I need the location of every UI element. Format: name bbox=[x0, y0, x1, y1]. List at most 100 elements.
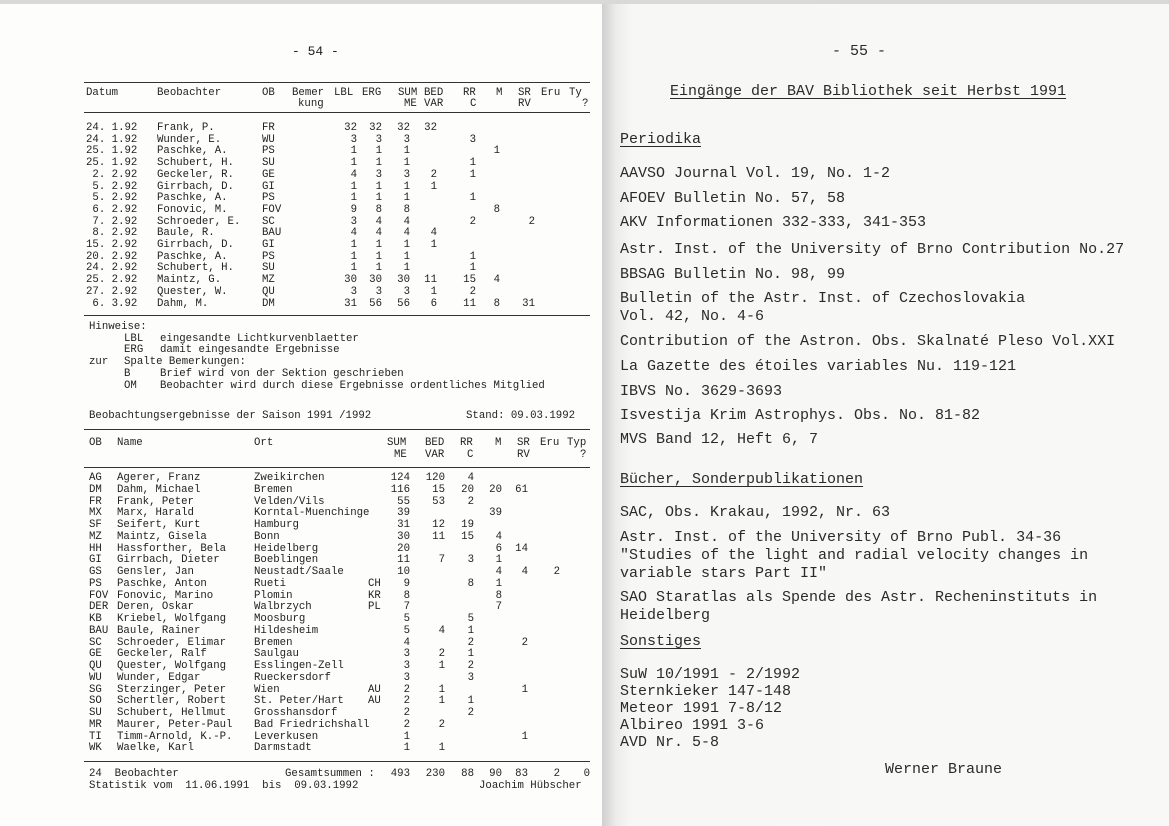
row-date: 20. 2.92 bbox=[86, 250, 138, 263]
row-place: St. Peter/Hart bbox=[254, 695, 344, 708]
book-item: SAC, Obs. Krakau, 1992, Nr. 63 bbox=[620, 504, 891, 521]
row-value: 30 bbox=[344, 274, 357, 287]
row-value: 1 bbox=[521, 730, 528, 743]
note-prefix: zur bbox=[89, 356, 109, 369]
row-value: 2 bbox=[403, 695, 410, 708]
row-value: 4 bbox=[375, 227, 382, 240]
periodical-item: IBVS No. 3629-3693 bbox=[620, 383, 783, 400]
row-place: Velden/Vils bbox=[254, 495, 325, 508]
row-name: Waelke, Karl bbox=[117, 742, 194, 755]
row-name: Gensler, Jan bbox=[117, 566, 194, 578]
other-item: Albireo 1991 3-6 bbox=[620, 717, 765, 734]
row-value: 2 bbox=[521, 636, 528, 649]
row-value: 4 bbox=[438, 624, 445, 637]
row-ob-code: MZ bbox=[262, 274, 275, 287]
row-country: KR bbox=[368, 589, 381, 602]
total-value: 88 bbox=[461, 768, 474, 780]
column-header-sr_2: RV bbox=[518, 98, 531, 110]
periodical-item: MVS Band 12, Heft 6, 7 bbox=[620, 431, 819, 448]
table-rule bbox=[84, 82, 590, 83]
row-value: 3 bbox=[403, 133, 410, 146]
row-value: 15 bbox=[432, 483, 445, 496]
periodical-item: Astr. Inst. of the University of Brno Co… bbox=[620, 241, 1125, 258]
row-value: 53 bbox=[432, 495, 445, 508]
row-value: 32 bbox=[424, 122, 437, 134]
row-date: 7. 2.92 bbox=[86, 215, 138, 228]
row-place: Bad Friedrichshall bbox=[254, 718, 370, 731]
row-observer: Schubert, H. bbox=[157, 262, 234, 275]
row-value: 3 bbox=[350, 215, 357, 228]
row-value: 2 bbox=[469, 215, 476, 228]
column-header-sr_1: SR bbox=[517, 437, 530, 449]
row-value: 4 bbox=[495, 566, 502, 578]
total-value: 83 bbox=[515, 768, 528, 780]
row-date: 6. 2.92 bbox=[86, 203, 138, 216]
row-observer: Girrbach, D. bbox=[157, 180, 234, 193]
row-ob-code: MX bbox=[89, 507, 102, 520]
row-value: 4 bbox=[350, 227, 357, 240]
total-value: 493 bbox=[390, 768, 410, 780]
periodical-item: Contribution of the Astron. Obs. Skalnat… bbox=[620, 333, 1116, 350]
row-value: 5 bbox=[467, 613, 474, 625]
row-observer: Fonovic, M. bbox=[157, 203, 228, 216]
totals-label: Gesamtsummen : bbox=[285, 768, 375, 780]
row-value: 1 bbox=[469, 192, 476, 205]
row-value: 116 bbox=[390, 483, 410, 496]
row-value: 2 bbox=[553, 566, 560, 578]
row-place: Leverkusen bbox=[254, 730, 319, 743]
periodical-item: BBSAG Bulletin No. 98, 99 bbox=[620, 266, 846, 283]
row-value: 7 bbox=[438, 554, 445, 567]
column-header-lbl: LBL bbox=[334, 87, 354, 99]
row-name: Maintz, Gisela bbox=[117, 530, 207, 543]
row-date: 6. 3.92 bbox=[86, 297, 138, 310]
column-header-typ_1: Typ bbox=[567, 437, 587, 449]
row-observer: Girrbach, D. bbox=[157, 239, 234, 251]
row-value: 1 bbox=[350, 262, 357, 275]
column-header-name: Name bbox=[117, 437, 143, 449]
row-name: Dahm, Michael bbox=[117, 483, 201, 496]
row-observer: Quester, W. bbox=[157, 285, 228, 298]
row-place: Bremen bbox=[254, 483, 293, 496]
row-ob-code: PS bbox=[262, 192, 275, 205]
row-value: 1 bbox=[350, 145, 357, 158]
row-value: 19 bbox=[461, 519, 474, 531]
total-value: 2 bbox=[553, 768, 560, 780]
column-header-m: M bbox=[495, 437, 502, 449]
column-header-rr_1: RR bbox=[460, 437, 473, 449]
row-value: 8 bbox=[403, 589, 410, 602]
row-value: 4 bbox=[403, 215, 410, 228]
row-value: 31 bbox=[344, 297, 357, 310]
row-value: 1 bbox=[403, 250, 410, 263]
row-value: 1 bbox=[469, 250, 476, 263]
table2-title: Beobachtungsergebnisse der Saison 1991 /… bbox=[89, 410, 372, 422]
row-value: 3 bbox=[375, 133, 382, 146]
row-value: 4 bbox=[467, 472, 474, 484]
row-place: Darmstadt bbox=[254, 742, 312, 755]
row-ob-code: DM bbox=[262, 297, 275, 310]
row-value: 3 bbox=[403, 648, 410, 661]
row-ob-code: WU bbox=[262, 133, 275, 146]
row-ob-code: FR bbox=[262, 122, 275, 134]
row-value: 32 bbox=[397, 122, 410, 134]
row-date: 24. 1.92 bbox=[86, 133, 138, 146]
row-place: Neustadt/Saale bbox=[254, 566, 344, 578]
row-value: 3 bbox=[403, 671, 410, 684]
row-value: 2 bbox=[528, 215, 535, 228]
row-value: 4 bbox=[493, 274, 500, 287]
row-value: 2 bbox=[403, 707, 410, 719]
row-ob-code: GE bbox=[262, 168, 275, 181]
row-observer: Wunder, E. bbox=[157, 133, 222, 146]
note-text: Brief wird von der Sektion geschrieben bbox=[160, 367, 404, 380]
row-value: 2 bbox=[467, 660, 474, 672]
column-header-ty_1: Ty bbox=[569, 87, 582, 99]
row-value: 5 bbox=[403, 624, 410, 637]
row-country: PL bbox=[368, 601, 381, 614]
row-value: 11 bbox=[424, 274, 437, 287]
row-value: 1 bbox=[469, 168, 476, 181]
row-value: 9 bbox=[403, 577, 410, 590]
page-title: Eingänge der BAV Bibliothek seit Herbst … bbox=[670, 83, 1067, 100]
row-ob-code: PS bbox=[262, 250, 275, 263]
row-value: 39 bbox=[397, 507, 410, 520]
row-observer: Dahm, M. bbox=[157, 297, 209, 310]
row-name: Kriebel, Wolfgang bbox=[117, 613, 227, 625]
